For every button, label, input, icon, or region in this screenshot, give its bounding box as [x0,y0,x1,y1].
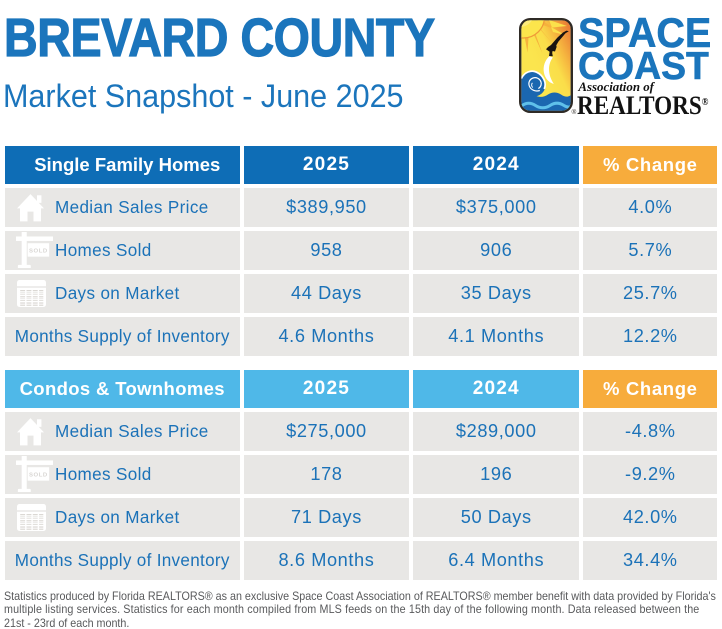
svg-text:SOLD: SOLD [29,248,48,254]
svg-text:SOLD: SOLD [29,472,48,478]
